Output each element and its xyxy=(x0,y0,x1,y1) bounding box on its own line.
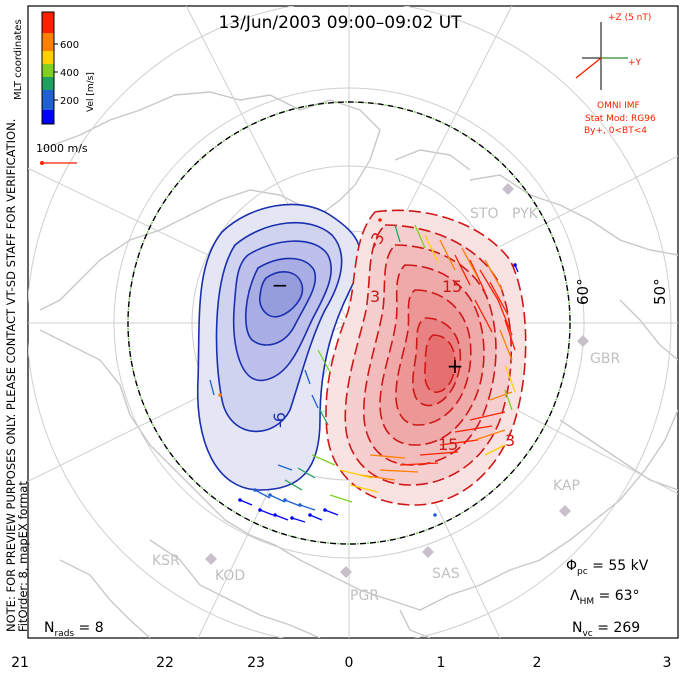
mlt-tick-2: 2 xyxy=(533,655,542,671)
station-markers xyxy=(205,183,589,578)
fit-order-note: FitOrder: 8, mapEX format xyxy=(16,481,30,632)
dusk-convection-cell xyxy=(196,203,362,491)
mlt-tick-1: 1 xyxy=(437,655,446,671)
station-label-kod: KOD xyxy=(215,568,245,584)
contour-label-15-bottom: 15 xyxy=(438,435,458,454)
map-title: 13/Jun/2003 09:00–09:02 UT xyxy=(218,13,462,33)
mlt-tick-3: 3 xyxy=(663,655,672,671)
colorbar-label: Vel [m/s] xyxy=(86,72,96,112)
contour-label-3-top: 3 xyxy=(370,287,380,306)
lat-label-50: 50° xyxy=(651,278,669,305)
colorbar-tick-200: 200 xyxy=(60,96,79,107)
imf-source-label: OMNI IMF xyxy=(597,101,640,111)
lat-label-60: 60° xyxy=(574,278,592,305)
colorbar-tick-400: 400 xyxy=(60,68,79,79)
imf-y-label: +Y xyxy=(628,58,642,68)
stat-model-label: Stat Mod: RG96 xyxy=(585,114,656,124)
colorbar-tick-600: 600 xyxy=(60,40,79,51)
mlt-tick-21: 21 xyxy=(11,655,29,671)
station-label-kap: KAP xyxy=(553,478,580,494)
contour-label-3-bottom: 3 xyxy=(505,431,515,450)
scale-vector-label: 1000 m/s xyxy=(36,142,88,155)
mlt-coordinates-label: MLT coordinates xyxy=(13,19,24,100)
continent-outlines xyxy=(39,91,678,638)
station-label-ksr: KSR xyxy=(152,553,180,569)
velocity-vectors xyxy=(209,224,519,523)
mlt-tick-0: 0 xyxy=(345,655,354,671)
potential-minimum-marker: − xyxy=(272,273,289,297)
station-label-pyk: PYK xyxy=(512,206,539,222)
preview-note: NOTE: FOR PREVIEW PURPOSES ONLY. PLEASE … xyxy=(4,119,18,632)
vector-origins xyxy=(218,218,517,520)
station-label-gbr: GBR xyxy=(590,351,620,367)
imf-z-label: +Z (5 nT) xyxy=(608,13,651,23)
contour-label-neg6: -6 xyxy=(270,412,289,428)
hm-boundary-vectors xyxy=(127,101,571,545)
station-label-sto: STO xyxy=(470,206,498,222)
imf-clock-axes xyxy=(575,22,628,90)
radar-count: Nrads = 8 xyxy=(44,620,104,639)
imf-condition-label: By+, 0<BT<4 xyxy=(584,126,647,136)
contour-label-15-top: 15 xyxy=(442,277,462,296)
mlt-tick-22: 22 xyxy=(156,655,174,671)
dawn-convection-cell xyxy=(325,209,527,506)
scale-vector-arrow xyxy=(40,161,77,165)
mlt-tick-23: 23 xyxy=(247,655,265,671)
station-label-pgr: PGR xyxy=(350,588,379,604)
velocity-colorbar xyxy=(41,11,58,125)
station-label-sas: SAS xyxy=(432,566,460,582)
potential-maximum-marker: + xyxy=(447,354,464,378)
